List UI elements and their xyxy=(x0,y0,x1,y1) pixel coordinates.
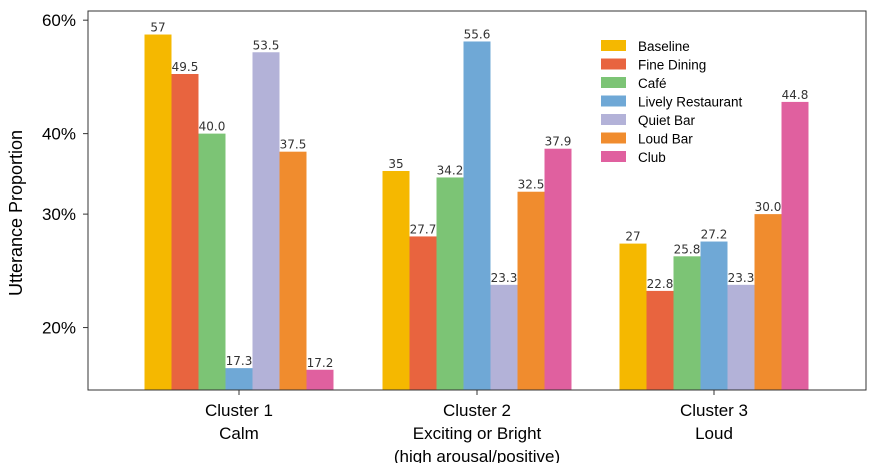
bar-value-label: 17.2 xyxy=(307,356,334,370)
legend-entry: Café xyxy=(638,76,667,91)
x-category-label: (high arousal/positive) xyxy=(394,447,560,463)
bar xyxy=(646,290,674,390)
legend-swatch xyxy=(601,114,626,125)
legend-swatch xyxy=(601,77,626,88)
bar-value-label: 57 xyxy=(150,21,165,35)
bar xyxy=(727,284,755,390)
x-category-label: Cluster 3 xyxy=(680,401,748,420)
bar xyxy=(781,101,809,390)
legend-swatch xyxy=(601,151,626,162)
bar xyxy=(754,214,782,390)
bar xyxy=(463,41,491,391)
y-tick-label: 30% xyxy=(42,205,76,224)
bar-value-label: 30.0 xyxy=(755,200,782,214)
bar-value-label: 27.7 xyxy=(410,222,437,236)
y-tick-label: 20% xyxy=(42,319,76,338)
bar xyxy=(517,191,545,390)
bar xyxy=(409,236,437,390)
bar-value-label: 40.0 xyxy=(199,120,226,134)
x-category-label: Cluster 2 xyxy=(443,401,511,420)
bar-value-label: 25.8 xyxy=(674,242,701,256)
bar-value-label: 37.9 xyxy=(545,135,572,149)
bar xyxy=(436,177,464,390)
legend-entry: Loud Bar xyxy=(638,132,693,147)
legend-entry: Club xyxy=(638,150,666,165)
bar xyxy=(225,368,253,390)
bar-value-label: 27.2 xyxy=(701,228,728,242)
bar-value-label: 55.6 xyxy=(464,27,491,41)
legend-swatch xyxy=(601,95,626,107)
bar xyxy=(306,369,334,390)
bar xyxy=(700,241,728,390)
bar xyxy=(673,256,701,390)
bar-value-label: 35 xyxy=(388,157,403,171)
bar-value-label: 53.5 xyxy=(253,38,280,52)
legend-swatch xyxy=(601,58,626,70)
bar xyxy=(544,148,572,390)
legend-entry: Lively Restaurant xyxy=(638,95,743,110)
bar-value-label: 32.5 xyxy=(518,178,545,192)
plot-area: 57 35 27 49.5 27.7 22.8 40.0 34.2 25.8 17.3 55.6 27… xyxy=(144,21,809,391)
legend-entry: Quiet Bar xyxy=(638,113,696,128)
bar-value-label: 23.3 xyxy=(491,271,518,285)
bar-value-label: 22.8 xyxy=(647,277,674,291)
x-category-label: Calm xyxy=(219,424,259,443)
legend-swatch xyxy=(601,132,626,144)
bar xyxy=(382,170,410,390)
y-tick-label: 60% xyxy=(42,11,76,30)
y-tick-label: 40% xyxy=(42,125,76,144)
bar xyxy=(252,52,280,390)
bar-value-label: 44.8 xyxy=(782,88,809,102)
x-category-label: Exciting or Bright xyxy=(413,424,542,443)
x-category-label: Loud xyxy=(695,424,733,443)
legend-swatch xyxy=(601,40,626,51)
bar-value-label: 17.3 xyxy=(226,354,253,368)
bar xyxy=(144,34,172,391)
bar-value-label: 49.5 xyxy=(172,60,199,74)
bar-value-label: 37.5 xyxy=(280,138,307,152)
bar xyxy=(279,151,307,390)
bar-value-label: 27 xyxy=(625,230,640,244)
bar-value-label: 23.3 xyxy=(728,271,755,285)
legend-entry: Fine Dining xyxy=(638,58,706,73)
legend-entry: Baseline xyxy=(638,39,690,54)
bar xyxy=(171,73,199,390)
bar xyxy=(619,243,647,390)
bar xyxy=(198,133,226,391)
y-axis-title: Utterance Proportion xyxy=(6,130,26,296)
bar-value-label: 34.2 xyxy=(437,163,464,177)
bar xyxy=(490,284,518,390)
x-category-label: Cluster 1 xyxy=(205,401,273,420)
